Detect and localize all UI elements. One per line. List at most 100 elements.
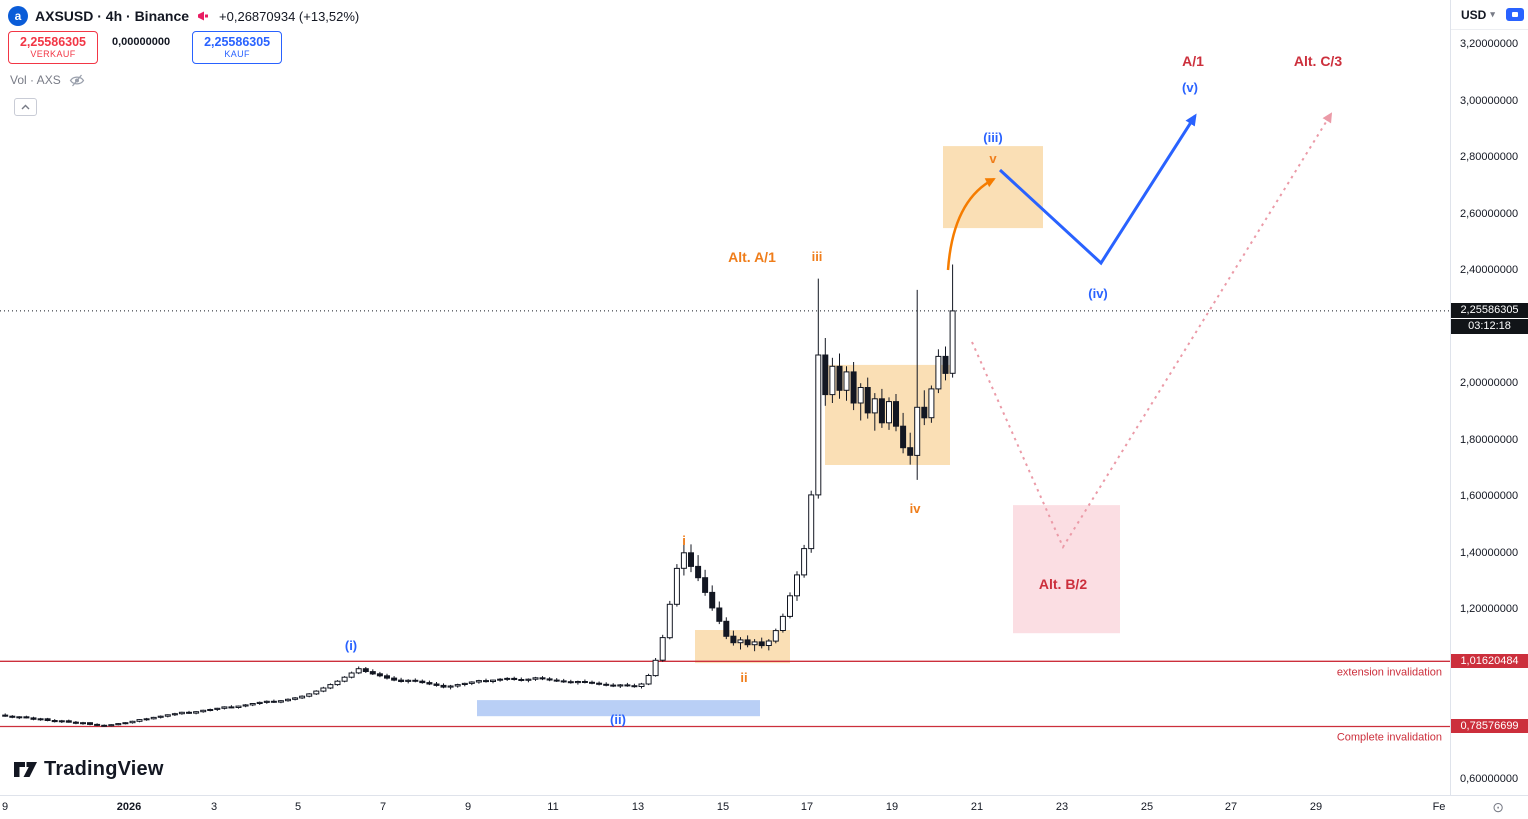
candle	[186, 710, 192, 714]
candle	[801, 544, 808, 578]
tradingview-brand[interactable]: TradingView	[12, 756, 164, 782]
time-tick: 23	[1055, 801, 1069, 813]
candle	[779, 613, 786, 633]
candle	[886, 397, 892, 430]
level-price-badge: 0,78576699	[1451, 719, 1528, 734]
candle	[772, 628, 779, 644]
price-axis[interactable]: USD ▾ 3,20000000 3,00000000 2,80000000 2,60…	[1450, 0, 1528, 795]
candle	[37, 717, 44, 721]
candle	[249, 703, 256, 707]
candle	[596, 681, 603, 686]
session-clock-icon[interactable]: ⊙	[1492, 799, 1504, 815]
candle	[878, 388, 885, 428]
candle	[624, 682, 631, 687]
collapse-panel-button[interactable]	[14, 98, 37, 116]
wave-label[interactable]: A/1	[1182, 53, 1204, 69]
candle	[893, 394, 899, 432]
candle	[164, 714, 171, 718]
candle	[808, 490, 815, 553]
candle	[560, 678, 567, 683]
candle	[603, 682, 610, 687]
indicator-row[interactable]: Vol · AXS	[10, 73, 85, 87]
orange-impulse-arrow[interactable]	[946, 177, 996, 271]
wave-label[interactable]: (iii)	[983, 130, 1003, 145]
candle	[546, 677, 553, 682]
candle	[200, 709, 207, 713]
candle	[935, 349, 942, 394]
symbol-title[interactable]: AXSUSD · 4h · Binance	[35, 8, 190, 24]
candle	[30, 716, 37, 721]
candle	[51, 719, 58, 723]
candle	[857, 383, 864, 421]
price-change: +0,26870934 (+13,52%)	[219, 8, 360, 24]
chart-pane[interactable]: extension invalidation Complete invalidat…	[0, 0, 1450, 795]
sell-button[interactable]: 2,25586305 VERKAUF	[8, 31, 98, 64]
candle	[504, 677, 511, 681]
candle	[178, 711, 185, 715]
blue-projection-arrow[interactable]	[998, 113, 1197, 266]
candle	[419, 679, 426, 684]
time-tick: 15	[716, 801, 730, 813]
candle	[405, 679, 412, 684]
wave-label[interactable]: iii	[812, 249, 823, 264]
candle	[574, 680, 581, 685]
alt-b2-zone[interactable]	[1013, 505, 1120, 634]
alt-projection-dotted-arrow[interactable]	[971, 112, 1333, 550]
candle	[659, 634, 666, 662]
wave-label[interactable]: (i)	[345, 638, 357, 653]
candle	[94, 723, 101, 727]
candle	[617, 684, 624, 688]
time-tick: 9	[464, 801, 472, 813]
candle	[518, 677, 525, 682]
wave-label[interactable]: (v)	[1182, 80, 1198, 95]
candle	[716, 601, 723, 625]
wave-label[interactable]: i	[682, 533, 686, 548]
candle	[673, 564, 680, 607]
wave-label[interactable]: Alt. A/1	[728, 249, 776, 265]
candle	[228, 705, 235, 709]
candle	[497, 678, 504, 682]
wave-label[interactable]: (iv)	[1088, 286, 1108, 301]
candle	[758, 637, 765, 649]
indicator-label: Vol · AXS	[10, 73, 61, 87]
symbol-logo: a	[8, 6, 28, 26]
announcement-icon[interactable]	[197, 10, 210, 22]
candle	[511, 676, 518, 681]
candle	[836, 353, 843, 399]
candle	[815, 278, 822, 499]
candle	[362, 667, 369, 673]
candle	[44, 717, 51, 722]
candle	[645, 673, 652, 686]
currency-selector[interactable]: USD ▾	[1451, 0, 1528, 30]
time-axis[interactable]: ⊙ 9 2026 3 5 7 9 11 13 15 17 19 21 23 25 27 29 Fe	[0, 795, 1528, 819]
candle	[532, 676, 539, 681]
wave-label[interactable]: Alt. C/3	[1294, 53, 1342, 69]
candle	[843, 366, 850, 401]
candle	[108, 724, 115, 727]
candle	[277, 700, 284, 704]
wave-label[interactable]: ii	[740, 670, 747, 685]
buy-button[interactable]: 2,25586305 KAUF	[192, 31, 283, 64]
price-tick: 0,60000000	[1460, 772, 1519, 785]
demand-zone[interactable]	[477, 700, 760, 717]
candle	[702, 569, 709, 596]
bar-countdown: 03:12:18	[1451, 318, 1528, 334]
wave-label[interactable]: iv	[910, 501, 922, 516]
price-tick: 1,60000000	[1460, 490, 1519, 503]
time-tick: 11	[547, 801, 559, 813]
time-tick: 5	[294, 801, 302, 813]
price-tick: 1,80000000	[1460, 433, 1519, 446]
candle	[949, 264, 956, 378]
candlestick-chart[interactable]: extension invalidation Complete invalidat…	[0, 0, 1450, 795]
wave-label[interactable]: Alt. B/2	[1039, 576, 1087, 592]
wave-label[interactable]: v	[989, 151, 997, 166]
candle	[638, 682, 645, 689]
candle	[235, 705, 242, 709]
candle	[454, 683, 461, 688]
gift-icon[interactable]	[1506, 8, 1524, 21]
wave-label[interactable]: (ii)	[610, 712, 626, 727]
candle	[412, 678, 419, 683]
candle	[652, 658, 659, 677]
candle	[695, 555, 702, 582]
eye-hidden-icon[interactable]	[69, 74, 85, 87]
